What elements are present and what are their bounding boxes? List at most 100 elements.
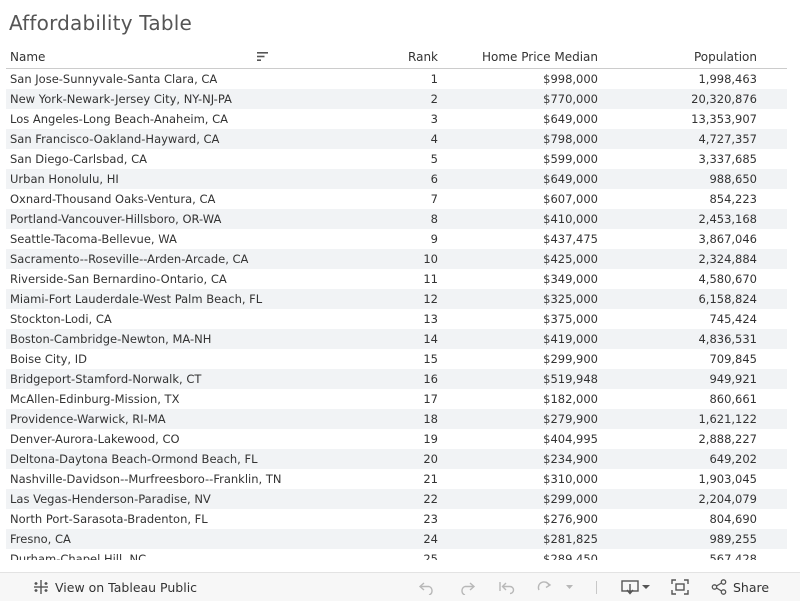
cell-home-price-median: $599,000 [543, 152, 598, 166]
cell-home-price-median: $437,475 [543, 232, 598, 246]
cell-population: 567,428 [709, 552, 757, 560]
download-button[interactable] [621, 573, 651, 601]
view-on-tableau-public-label: View on Tableau Public [55, 579, 198, 595]
cell-home-price-median: $607,000 [543, 192, 598, 206]
table-row[interactable]: Urban Honolulu, HI 6 $649,000 988,650 [6, 169, 787, 189]
cell-name: Stockton-Lodi, CA [10, 312, 112, 326]
cell-population: 1,903,045 [698, 472, 757, 486]
table-row[interactable]: Bridgeport-Stamford-Norwalk, CT 16 $519,94… [6, 369, 787, 389]
redo-button[interactable] [458, 573, 476, 601]
toolbar-divider [596, 581, 597, 594]
column-header-name[interactable]: Name [10, 50, 46, 64]
cell-population: 854,223 [709, 192, 757, 206]
cell-rank: 21 [423, 472, 438, 486]
affordability-table: Name Rank Home Price Median Population S… [6, 48, 787, 560]
table-row[interactable]: Las Vegas-Henderson-Paradise, NV 22 $299,0… [6, 489, 787, 509]
table-row[interactable]: North Port-Sarasota-Bradenton, FL 23 $276,… [6, 509, 787, 529]
table-row[interactable]: Portland-Vancouver-Hillsboro, OR-WA 8 $410… [6, 209, 787, 229]
cell-name: Riverside-San Bernardino-Ontario, CA [10, 272, 227, 286]
tableau-logo-icon [34, 580, 48, 594]
cell-population: 2,204,079 [698, 492, 757, 506]
fullscreen-button[interactable] [671, 573, 689, 601]
refresh-dropdown-button[interactable] [565, 573, 574, 601]
cell-name: San Francisco-Oakland-Hayward, CA [10, 132, 220, 146]
cell-name: McAllen-Edinburg-Mission, TX [10, 392, 180, 406]
cell-rank: 23 [423, 512, 438, 526]
cell-name: San Diego-Carlsbad, CA [10, 152, 147, 166]
cell-population: 649,202 [709, 452, 757, 466]
cell-rank: 7 [430, 192, 438, 206]
table-row[interactable]: San Diego-Carlsbad, CA 5 $599,000 3,337,685 [6, 149, 787, 169]
table-row[interactable]: Riverside-San Bernardino-Ontario, CA 11 $3… [6, 269, 787, 289]
refresh-button[interactable] [536, 573, 554, 601]
cell-population: 949,921 [709, 372, 757, 386]
cell-home-price-median: $410,000 [543, 212, 598, 226]
cell-population: 709,845 [709, 352, 757, 366]
cell-name: Portland-Vancouver-Hillsboro, OR-WA [10, 212, 222, 226]
cell-name: San Jose-Sunnyvale-Santa Clara, CA [10, 72, 218, 86]
table-row[interactable]: Fresno, CA 24 $281,825 989,255 [6, 529, 787, 549]
cell-home-price-median: $276,900 [543, 512, 598, 526]
cell-home-price-median: $375,000 [543, 312, 598, 326]
cell-name: Denver-Aurora-Lakewood, CO [10, 432, 180, 446]
share-icon [711, 579, 727, 595]
cell-rank: 19 [423, 432, 438, 446]
table-row[interactable]: Durham-Chapel Hill, NC 25 $289,450 567,428 [6, 549, 787, 560]
cell-name: Los Angeles-Long Beach-Anaheim, CA [10, 112, 229, 126]
cell-rank: 14 [423, 332, 438, 346]
table-row[interactable]: Deltona-Daytona Beach-Ormond Beach, FL 20… [6, 449, 787, 469]
cell-home-price-median: $289,450 [543, 552, 598, 560]
cell-home-price-median: $349,000 [543, 272, 598, 286]
cell-rank: 13 [423, 312, 438, 326]
cell-population: 745,424 [709, 312, 757, 326]
cell-name: Seattle-Tacoma-Bellevue, WA [10, 232, 177, 246]
view-on-tableau-public-button[interactable]: View on Tableau Public [33, 573, 197, 601]
column-header-rank[interactable]: Rank [408, 50, 438, 64]
table-row[interactable]: Seattle-Tacoma-Bellevue, WA 9 $437,475 3,86… [6, 229, 787, 249]
cell-population: 2,324,884 [698, 252, 757, 266]
revert-button[interactable] [498, 573, 516, 601]
cell-name: Providence-Warwick, RI-MA [10, 412, 166, 426]
table-row[interactable]: New York-Newark-Jersey City, NY-NJ-PA 2 $7… [6, 89, 787, 109]
table-body: San Jose-Sunnyvale-Santa Clara, CA 1 $998,… [6, 69, 787, 560]
table-row[interactable]: Sacramento--Roseville--Arden-Arcade, CA 1… [6, 249, 787, 269]
cell-home-price-median: $998,000 [543, 72, 598, 86]
column-header-home-price-median[interactable]: Home Price Median [482, 50, 598, 64]
table-row[interactable]: Miami-Fort Lauderdale-West Palm Beach, F… [6, 289, 787, 309]
table-row[interactable]: Oxnard-Thousand Oaks-Ventura, CA 7 $607,00… [6, 189, 787, 209]
download-icon [621, 580, 639, 595]
cell-population: 804,690 [709, 512, 757, 526]
cell-population: 4,727,357 [698, 132, 757, 146]
table-row[interactable]: San Francisco-Oakland-Hayward, CA 4 $798,0… [6, 129, 787, 149]
undo-button[interactable] [418, 573, 436, 601]
cell-rank: 17 [423, 392, 438, 406]
cell-home-price-median: $234,900 [543, 452, 598, 466]
undo-icon [418, 582, 433, 595]
cell-population: 3,867,046 [698, 232, 757, 246]
cell-rank: 9 [430, 232, 438, 246]
cell-home-price-median: $299,000 [543, 492, 598, 506]
table-row[interactable]: Stockton-Lodi, CA 13 $375,000 745,424 [6, 309, 787, 329]
cell-population: 1,621,122 [698, 412, 757, 426]
table-row[interactable]: San Jose-Sunnyvale-Santa Clara, CA 1 $998,… [6, 69, 787, 89]
refresh-icon [537, 581, 552, 591]
table-row[interactable]: Los Angeles-Long Beach-Anaheim, CA 3 $649,… [6, 109, 787, 129]
table-row[interactable]: McAllen-Edinburg-Mission, TX 17 $182,000 86… [6, 389, 787, 409]
table-row[interactable]: Denver-Aurora-Lakewood, CO 19 $404,995 2,88… [6, 429, 787, 449]
cell-home-price-median: $299,900 [543, 352, 598, 366]
cell-name: Urban Honolulu, HI [10, 172, 119, 186]
column-header-population[interactable]: Population [693, 50, 757, 64]
cell-population: 860,661 [709, 392, 757, 406]
cell-home-price-median: $281,825 [543, 532, 598, 546]
sort-icon[interactable] [257, 51, 268, 62]
cell-population: 1,998,463 [698, 72, 757, 86]
table-row[interactable]: Nashville-Davidson--Murfreesboro--Frankl… [6, 469, 787, 489]
cell-rank: 8 [430, 212, 438, 226]
share-button[interactable]: Share [711, 573, 769, 601]
table-row[interactable]: Boston-Cambridge-Newton, MA-NH 14 $419,000… [6, 329, 787, 349]
cell-home-price-median: $419,000 [543, 332, 598, 346]
fullscreen-icon [671, 579, 689, 595]
table-row[interactable]: Providence-Warwick, RI-MA 18 $279,900 1,621… [6, 409, 787, 429]
cell-population: 2,888,227 [698, 432, 757, 446]
table-row[interactable]: Boise City, ID 15 $299,900 709,845 [6, 349, 787, 369]
